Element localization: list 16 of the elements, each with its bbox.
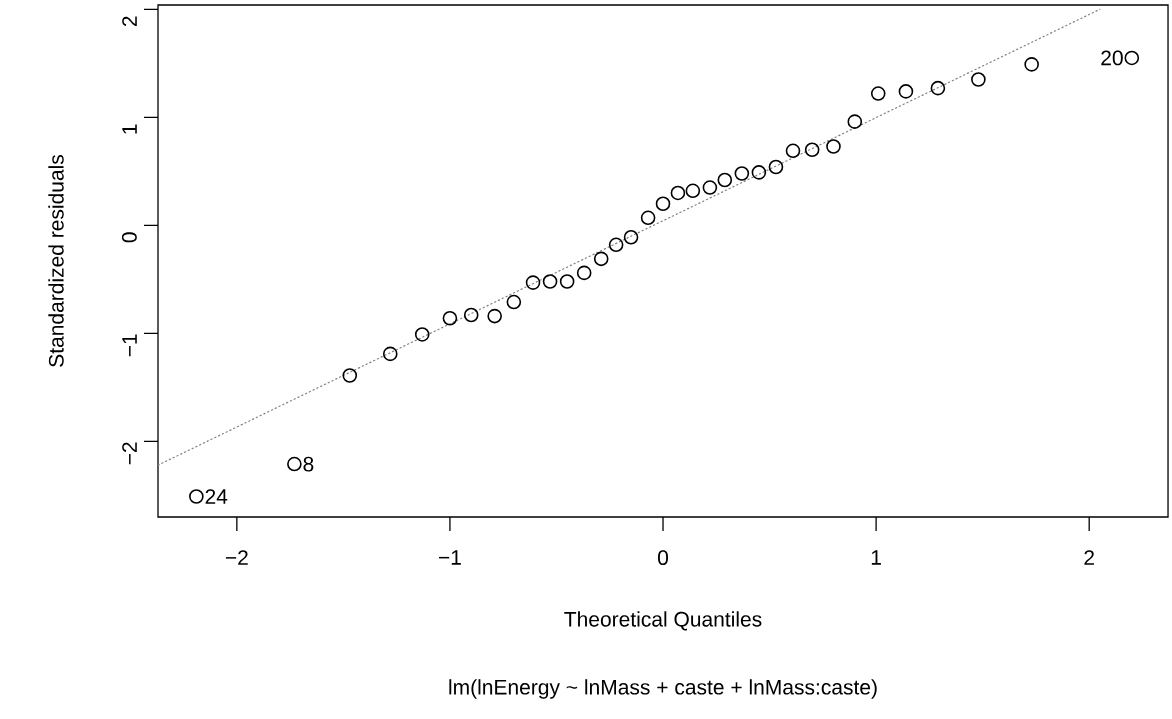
annotation: 8 — [303, 456, 314, 472]
annotation: 24 — [205, 489, 228, 504]
x-axis-title: Theoretical Quantiles — [564, 611, 762, 631]
x-tick-label: 2 — [1084, 550, 1094, 565]
x-tick-label: 0 — [658, 550, 669, 566]
y-tick-label: −2 — [122, 442, 137, 465]
y-tick-label: 2 — [122, 16, 137, 27]
y-tick-label: 1 — [122, 124, 137, 134]
y-tick-label: 0 — [121, 232, 137, 243]
annotation: 20 — [1101, 50, 1123, 66]
y-axis-title: Standardized residuals — [48, 155, 64, 367]
x-tick-label: 1 — [871, 550, 881, 565]
x-tick-label: −2 — [225, 550, 248, 565]
text: lm(lnEnergy ~ lnMass + caste + lnMass:caste) — [449, 679, 877, 699]
y-tick-label: −1 — [122, 334, 137, 357]
x-tick-label: −1 — [438, 550, 461, 565]
